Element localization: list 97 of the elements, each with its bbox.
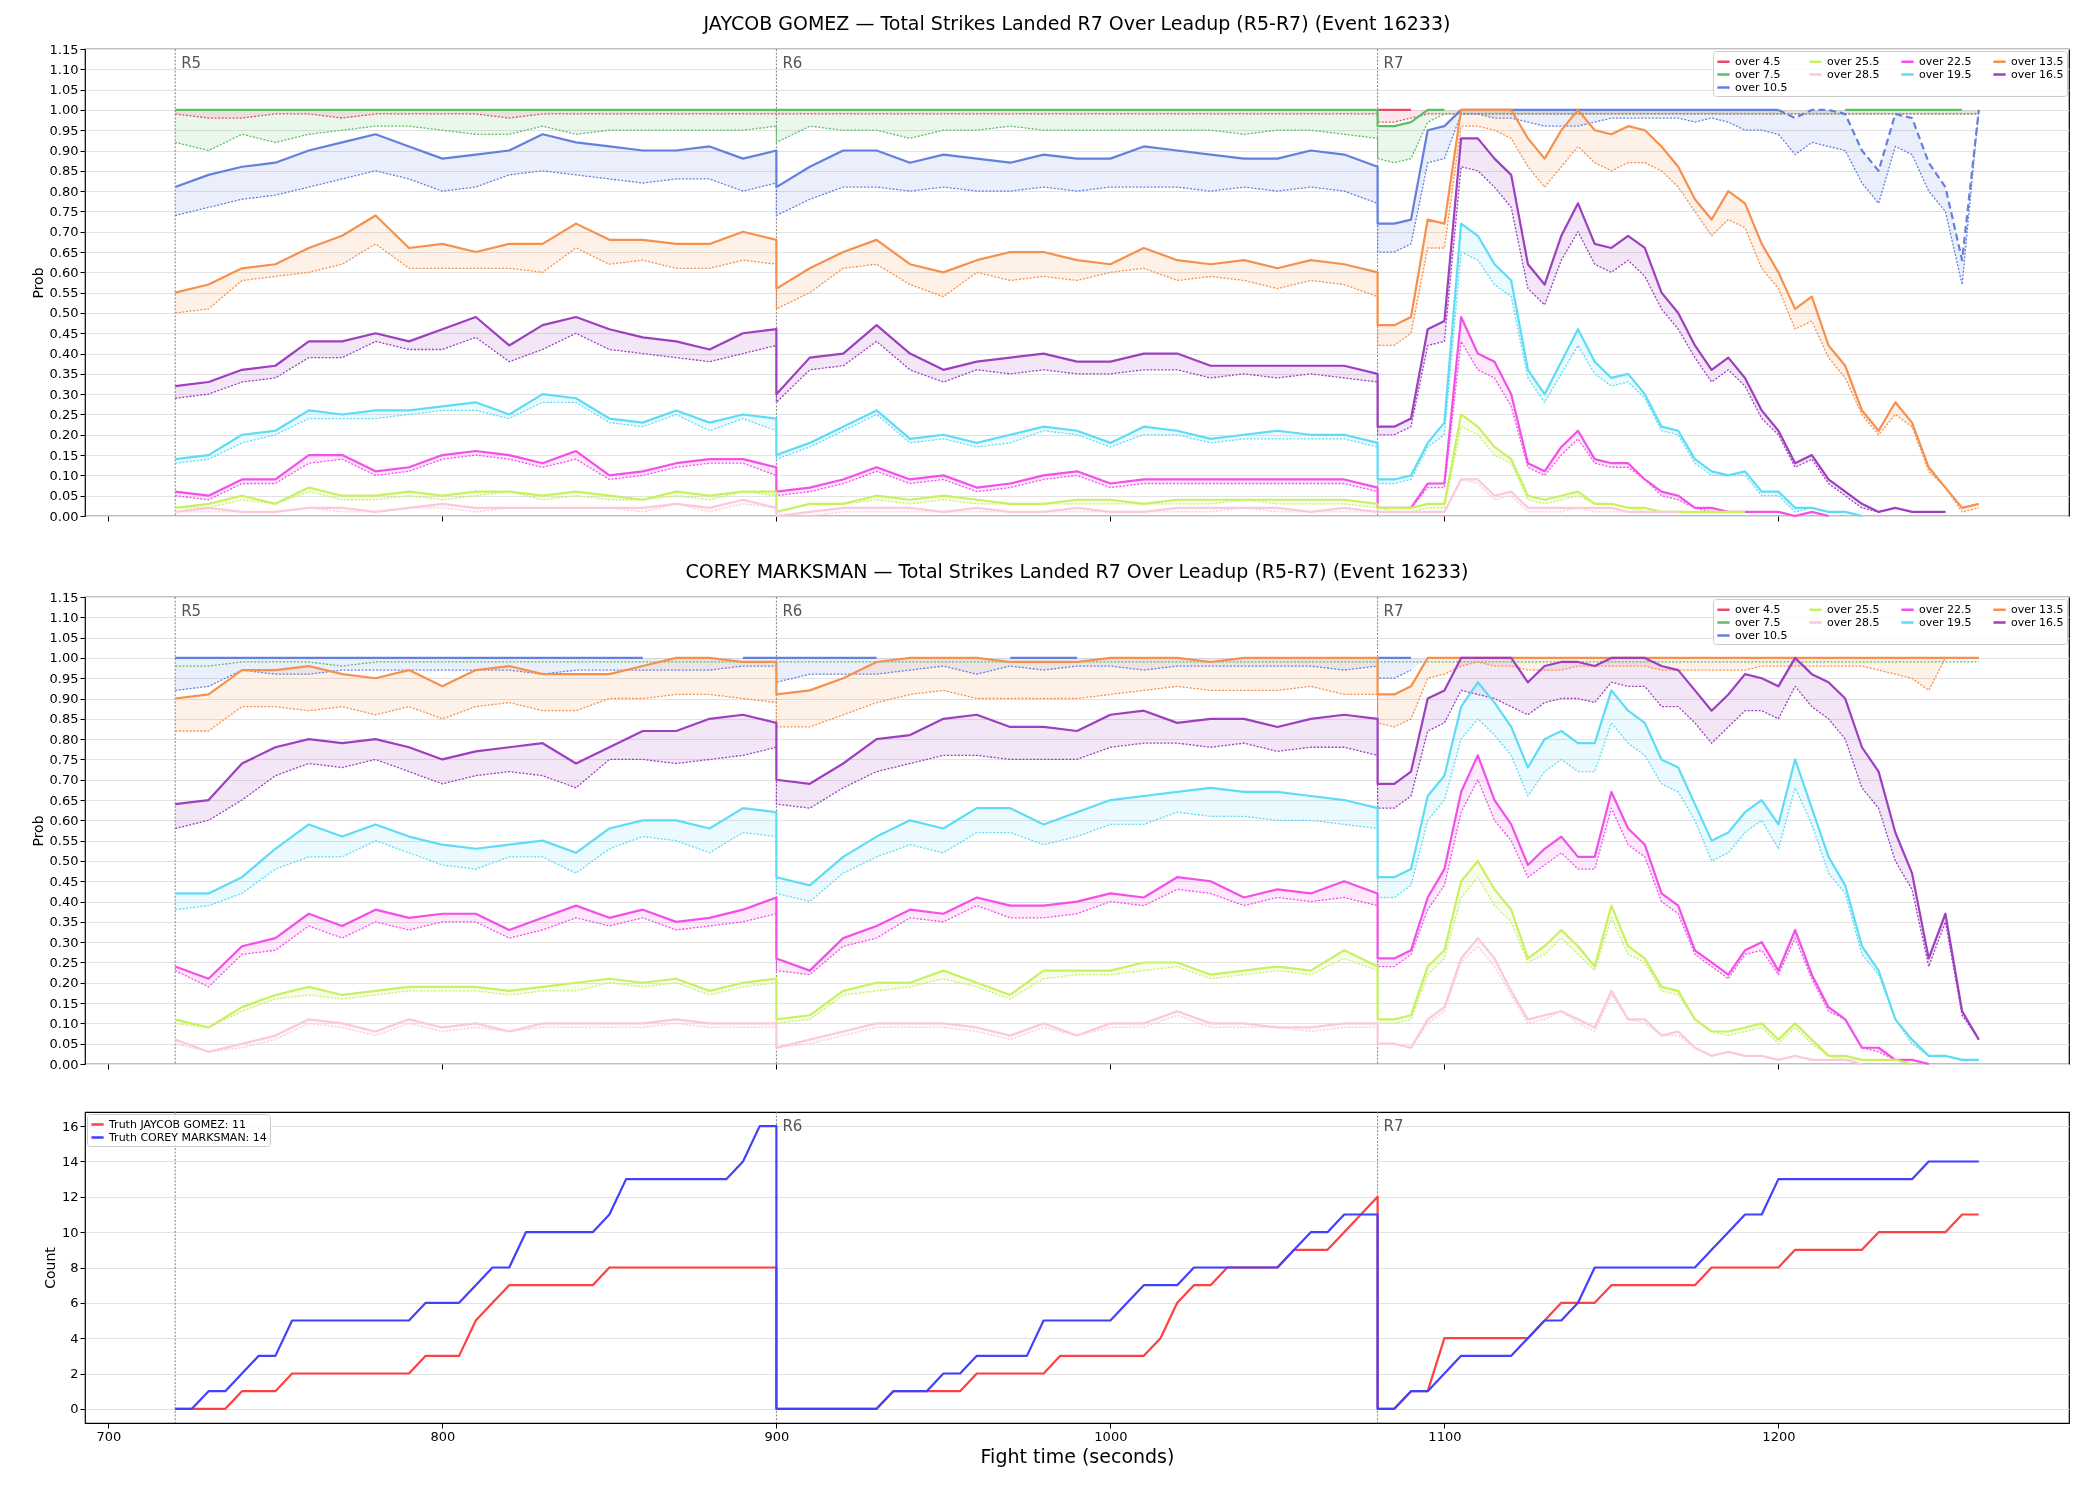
y-tick-label: 0.25 bbox=[49, 406, 79, 422]
legend-label: over 10.5 bbox=[1735, 628, 1788, 642]
legend-label: Truth JAYCOB GOMEZ: 11 bbox=[108, 1117, 246, 1131]
legend-label: Truth COREY MARKSMAN: 14 bbox=[108, 1130, 267, 1144]
legend-label: over 7.5 bbox=[1735, 67, 1781, 81]
y-tick-label: 2 bbox=[70, 1366, 79, 1382]
y-tick-label: 1.05 bbox=[49, 82, 79, 98]
x-tick-label: 800 bbox=[430, 1428, 456, 1444]
y-tick-label: 0.85 bbox=[49, 711, 79, 727]
y-tick-label: 0.05 bbox=[49, 488, 79, 504]
y-tick-label: 0.75 bbox=[49, 203, 79, 219]
y-tick-label: 0.70 bbox=[49, 224, 79, 240]
y-tick-label: 0.65 bbox=[49, 792, 79, 808]
y-tick-label: 0.80 bbox=[49, 183, 79, 199]
y-tick-label: 0.70 bbox=[49, 772, 79, 788]
y-tick-label: 8 bbox=[70, 1260, 79, 1275]
y-tick-label: 0.15 bbox=[49, 447, 79, 463]
y-tick-label: 0.20 bbox=[49, 427, 79, 443]
legend-label: over 13.5 bbox=[2011, 54, 2064, 68]
y-tick-label: 0.40 bbox=[49, 346, 79, 362]
y-tick-label: 0.45 bbox=[49, 873, 79, 889]
y-tick-label: 0.80 bbox=[49, 731, 79, 747]
y-tick-label: 1.15 bbox=[49, 41, 79, 57]
y-tick-label: 0.50 bbox=[49, 853, 79, 869]
ref-line-label: R6 bbox=[782, 54, 803, 72]
ref-line-label: R5 bbox=[181, 602, 202, 620]
ref-line-label: R5 bbox=[181, 54, 202, 72]
y-tick-label: 4 bbox=[70, 1330, 79, 1346]
x-tick-label: 1100 bbox=[1428, 1428, 1462, 1444]
legend-label: over 16.5 bbox=[2011, 615, 2064, 629]
y-tick-label: 1.10 bbox=[49, 61, 79, 77]
y-tick-label: 0.75 bbox=[49, 751, 79, 767]
y-tick-label: 0.10 bbox=[49, 1015, 79, 1031]
y-tick-label: 0.95 bbox=[49, 670, 79, 686]
x-axis-title: Fight time (seconds) bbox=[980, 1444, 1175, 1467]
y-tick-label: 0.25 bbox=[49, 954, 79, 970]
y-tick-label: 0.85 bbox=[49, 163, 79, 179]
y-tick-label: 1.00 bbox=[49, 650, 79, 666]
ref-line-label: R7 bbox=[1383, 54, 1404, 72]
y-axis-title: Prob bbox=[29, 267, 46, 299]
y-tick-label: 1.00 bbox=[49, 102, 79, 118]
legend-label: over 7.5 bbox=[1735, 615, 1781, 629]
y-tick-label: 12 bbox=[61, 1189, 79, 1205]
legend-label: over 22.5 bbox=[1919, 602, 1972, 616]
legend-label: over 16.5 bbox=[2011, 67, 2064, 81]
y-tick-label: 0.50 bbox=[49, 305, 79, 321]
y-tick-label: 0.60 bbox=[49, 812, 79, 828]
y-tick-label: 6 bbox=[70, 1295, 79, 1311]
y-tick-label: 1.15 bbox=[49, 589, 79, 605]
y-tick-label: 0.00 bbox=[49, 1056, 79, 1072]
legend-label: over 25.5 bbox=[1827, 602, 1880, 616]
legend-label: over 4.5 bbox=[1735, 54, 1781, 68]
y-tick-label: 1.05 bbox=[49, 630, 79, 646]
y-tick-label: 0.35 bbox=[49, 914, 79, 930]
legend-label: over 22.5 bbox=[1919, 54, 1972, 68]
y-tick-label: 0.30 bbox=[49, 386, 79, 402]
ref-line-label: R7 bbox=[1383, 602, 1404, 620]
x-tick-label: 900 bbox=[764, 1428, 790, 1444]
y-tick-label: 1.10 bbox=[49, 609, 79, 625]
y-tick-label: 10 bbox=[61, 1224, 79, 1240]
legend-label: over 28.5 bbox=[1827, 67, 1880, 81]
y-tick-label: 0.20 bbox=[49, 975, 79, 991]
y-tick-label: 0.05 bbox=[49, 1036, 79, 1052]
legend-label: over 4.5 bbox=[1735, 602, 1781, 616]
legend-label: over 19.5 bbox=[1919, 615, 1972, 629]
y-tick-label: 0.15 bbox=[49, 995, 79, 1011]
y-tick-label: 16 bbox=[61, 1118, 79, 1134]
y-tick-label: 0.35 bbox=[49, 366, 79, 382]
ref-line-label: R7 bbox=[1383, 1117, 1404, 1135]
y-tick-label: 0.90 bbox=[49, 143, 79, 159]
y-tick-label: 0.90 bbox=[49, 691, 79, 707]
y-tick-label: 0.55 bbox=[49, 285, 79, 301]
y-tick-label: 0.40 bbox=[49, 894, 79, 910]
legend-label: over 10.5 bbox=[1735, 80, 1788, 94]
y-axis-title: Count bbox=[41, 1246, 58, 1289]
y-tick-label: 0.30 bbox=[49, 934, 79, 950]
y-tick-label: 0.00 bbox=[49, 508, 79, 524]
ref-line-label: R6 bbox=[782, 602, 803, 620]
legend-label: over 13.5 bbox=[2011, 602, 2064, 616]
y-axis-title: Prob bbox=[29, 815, 46, 847]
y-tick-label: 0 bbox=[70, 1401, 79, 1417]
legend-label: over 25.5 bbox=[1827, 54, 1880, 68]
legend-label: over 19.5 bbox=[1919, 67, 1972, 81]
chart-title: COREY MARKSMAN — Total Strikes Landed R7 Over Leadup (R5-R7) (Event 16233) bbox=[685, 560, 1469, 582]
x-tick-label: 700 bbox=[96, 1428, 122, 1444]
y-tick-label: 0.10 bbox=[49, 467, 79, 483]
x-tick-label: 1000 bbox=[1094, 1428, 1128, 1444]
y-tick-label: 0.65 bbox=[49, 244, 79, 260]
y-tick-label: 0.95 bbox=[49, 122, 79, 138]
y-tick-label: 0.55 bbox=[49, 833, 79, 849]
y-tick-label: 0.45 bbox=[49, 325, 79, 341]
legend-label: over 28.5 bbox=[1827, 615, 1880, 629]
x-tick-label: 1200 bbox=[1762, 1428, 1796, 1444]
y-tick-label: 14 bbox=[61, 1153, 79, 1169]
chart-title: JAYCOB GOMEZ — Total Strikes Landed R7 Over Leadup (R5-R7) (Event 16233) bbox=[702, 12, 1451, 34]
ref-line-label: R6 bbox=[782, 1117, 803, 1135]
y-tick-label: 0.60 bbox=[49, 264, 79, 280]
